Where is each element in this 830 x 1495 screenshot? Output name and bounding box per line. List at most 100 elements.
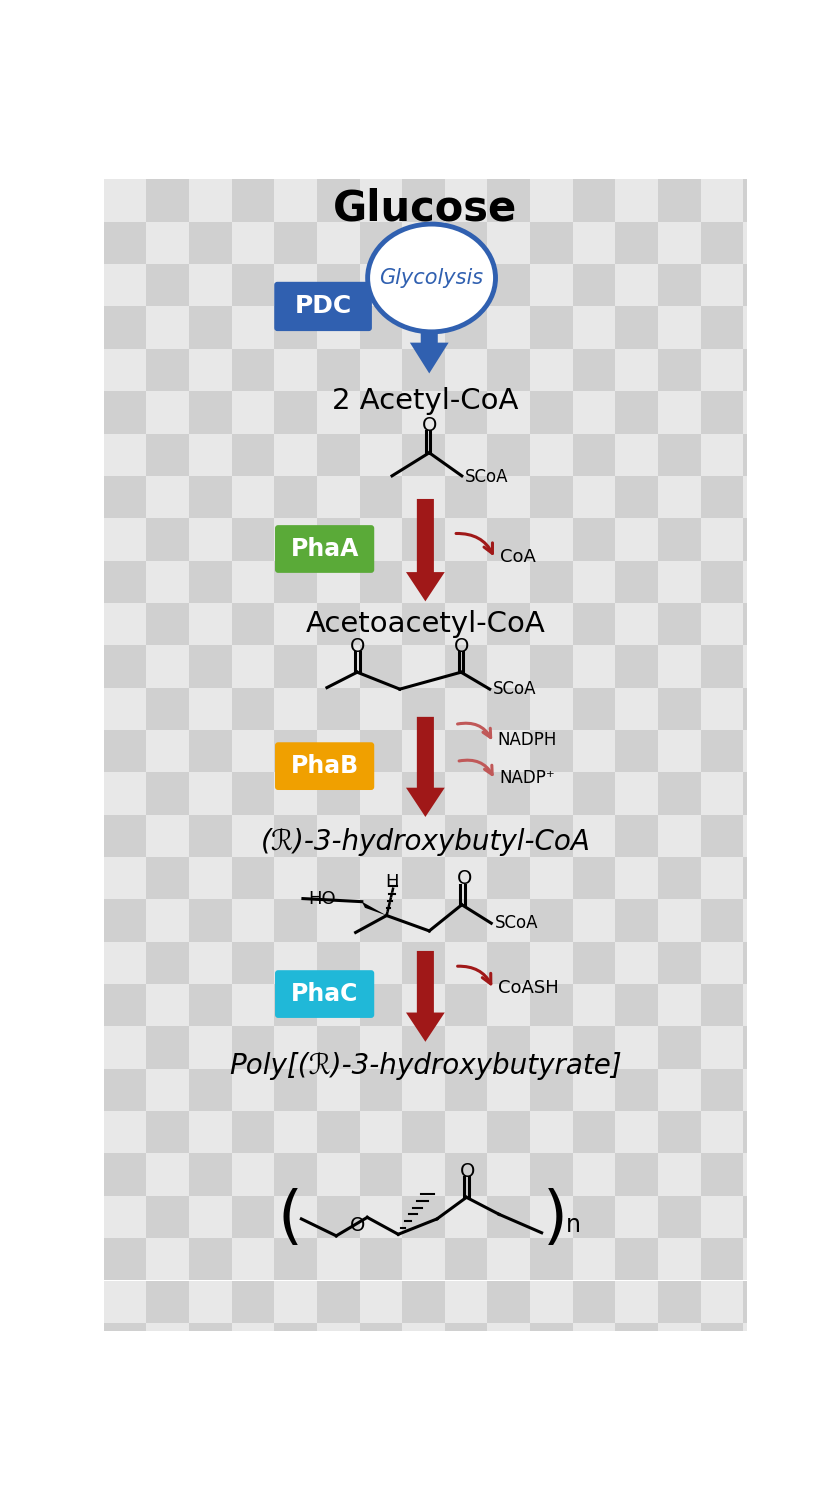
Text: 2 Acetyl-CoA: 2 Acetyl-CoA — [332, 387, 519, 416]
Text: ): ) — [542, 1189, 567, 1250]
FancyArrow shape — [406, 718, 445, 816]
Bar — [530, 1069, 573, 1111]
Bar — [573, 1111, 615, 1154]
Text: O: O — [457, 869, 471, 888]
Bar — [317, 815, 359, 857]
Bar — [573, 1196, 615, 1238]
Text: NADP⁺: NADP⁺ — [499, 768, 554, 786]
Bar — [530, 306, 573, 348]
Bar — [146, 1027, 189, 1069]
Bar — [658, 1154, 701, 1196]
Bar — [658, 602, 701, 646]
Bar — [317, 265, 359, 306]
Bar — [146, 602, 189, 646]
Bar — [530, 646, 573, 688]
Text: Acetoacetyl-CoA: Acetoacetyl-CoA — [305, 610, 545, 638]
Bar — [232, 984, 274, 1027]
Bar — [317, 984, 359, 1027]
Bar — [232, 900, 274, 942]
Bar — [402, 434, 445, 475]
Bar — [658, 646, 701, 688]
Bar — [402, 815, 445, 857]
Bar — [104, 1365, 146, 1408]
Bar — [573, 561, 615, 602]
Bar — [445, 348, 487, 392]
Bar — [701, 392, 743, 434]
Bar — [487, 815, 530, 857]
Bar — [487, 1111, 530, 1154]
Bar — [786, 306, 828, 348]
Bar — [445, 688, 487, 730]
Bar — [189, 1154, 232, 1196]
Bar — [701, 646, 743, 688]
Text: PhaC: PhaC — [291, 982, 359, 1006]
Bar — [189, 434, 232, 475]
Bar — [530, 900, 573, 942]
Bar — [615, 475, 658, 519]
Bar — [743, 561, 786, 602]
Bar — [274, 773, 317, 815]
Bar — [530, 1196, 573, 1238]
Bar — [317, 1196, 359, 1238]
Bar — [104, 1027, 146, 1069]
Bar — [146, 392, 189, 434]
Bar — [487, 1027, 530, 1069]
Bar — [317, 1365, 359, 1408]
Bar — [445, 221, 487, 265]
Text: NADPH: NADPH — [497, 731, 557, 749]
Text: PDC: PDC — [295, 295, 352, 318]
Bar — [274, 348, 317, 392]
Bar — [146, 857, 189, 900]
Bar — [573, 730, 615, 773]
Bar — [573, 221, 615, 265]
Bar — [402, 265, 445, 306]
Text: CoA: CoA — [500, 547, 535, 565]
Bar — [573, 1027, 615, 1069]
FancyArrow shape — [410, 227, 449, 374]
Bar — [573, 1154, 615, 1196]
Bar — [445, 773, 487, 815]
Bar — [743, 1069, 786, 1111]
Bar — [530, 392, 573, 434]
Bar — [104, 1154, 146, 1196]
Bar — [232, 306, 274, 348]
Bar — [530, 688, 573, 730]
Bar — [487, 730, 530, 773]
Bar — [615, 1111, 658, 1154]
Bar — [232, 688, 274, 730]
Bar — [615, 730, 658, 773]
Bar — [786, 1281, 828, 1323]
Bar — [104, 179, 146, 221]
Bar — [743, 942, 786, 984]
Bar — [359, 221, 402, 265]
Bar — [487, 984, 530, 1027]
Bar — [743, 519, 786, 561]
Bar — [786, 1069, 828, 1111]
Bar — [487, 900, 530, 942]
Bar — [786, 392, 828, 434]
Bar — [359, 179, 402, 221]
Bar — [615, 646, 658, 688]
Bar — [701, 1196, 743, 1238]
Bar — [189, 1323, 232, 1365]
Bar — [232, 392, 274, 434]
Bar — [573, 348, 615, 392]
Bar — [146, 688, 189, 730]
Bar — [530, 348, 573, 392]
Bar — [487, 602, 530, 646]
Bar — [317, 1154, 359, 1196]
Bar — [658, 984, 701, 1027]
Bar — [359, 561, 402, 602]
Bar — [189, 1069, 232, 1111]
Text: PhaB: PhaB — [290, 753, 359, 777]
Bar — [104, 815, 146, 857]
Bar — [530, 730, 573, 773]
Bar — [146, 179, 189, 221]
Bar — [786, 561, 828, 602]
Bar — [701, 730, 743, 773]
Bar — [615, 773, 658, 815]
Bar — [402, 1323, 445, 1365]
Bar — [274, 1238, 317, 1281]
Bar — [146, 1281, 189, 1323]
Bar — [317, 475, 359, 519]
